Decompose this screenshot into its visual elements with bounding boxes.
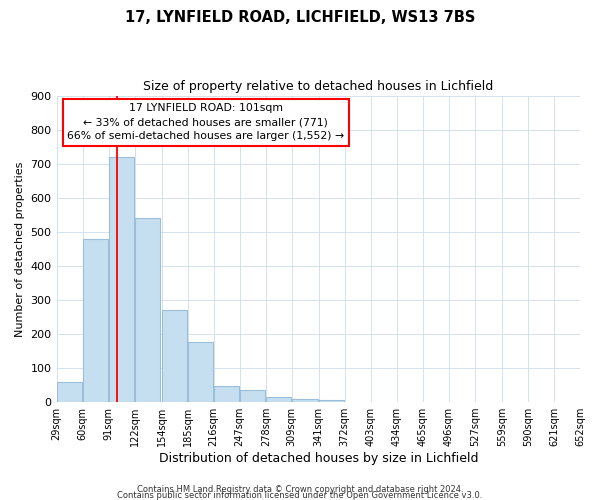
Title: Size of property relative to detached houses in Lichfield: Size of property relative to detached ho… xyxy=(143,80,493,93)
Bar xyxy=(162,310,187,402)
Bar xyxy=(292,398,317,402)
Bar xyxy=(214,386,239,402)
Text: 17 LYNFIELD ROAD: 101sqm
← 33% of detached houses are smaller (771)
66% of semi-: 17 LYNFIELD ROAD: 101sqm ← 33% of detach… xyxy=(67,103,344,141)
Text: 17, LYNFIELD ROAD, LICHFIELD, WS13 7BS: 17, LYNFIELD ROAD, LICHFIELD, WS13 7BS xyxy=(125,10,475,25)
Bar xyxy=(83,238,108,402)
Text: Contains public sector information licensed under the Open Government Licence v3: Contains public sector information licen… xyxy=(118,490,482,500)
Y-axis label: Number of detached properties: Number of detached properties xyxy=(15,161,25,336)
Bar xyxy=(109,157,134,402)
X-axis label: Distribution of detached houses by size in Lichfield: Distribution of detached houses by size … xyxy=(158,452,478,465)
Bar xyxy=(188,342,214,402)
Bar xyxy=(319,400,344,402)
Bar xyxy=(135,218,160,402)
Bar xyxy=(240,390,265,402)
Bar xyxy=(266,397,292,402)
Text: Contains HM Land Registry data © Crown copyright and database right 2024.: Contains HM Land Registry data © Crown c… xyxy=(137,484,463,494)
Bar xyxy=(57,382,82,402)
